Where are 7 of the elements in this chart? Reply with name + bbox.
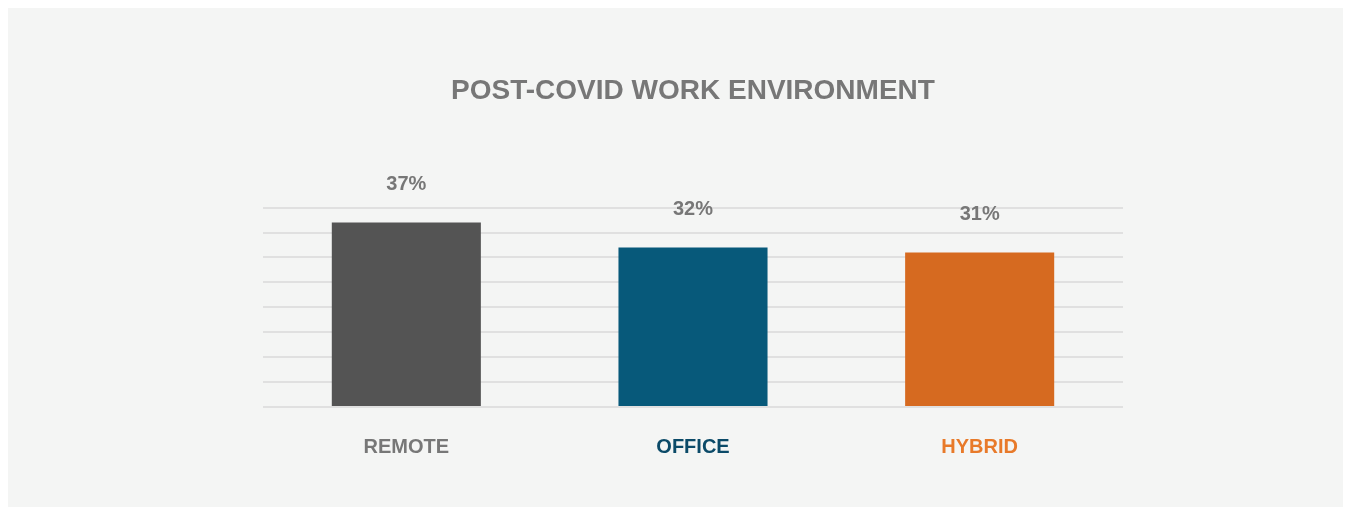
x-tick-label: REMOTE [363, 434, 450, 457]
chart-title: POST-COVID WORK ENVIRONMENT [451, 73, 935, 105]
data-label: 31% [959, 201, 1000, 224]
data-label: 32% [672, 197, 714, 219]
data-label: 37% [386, 172, 427, 195]
x-tick-label: OFFICE [656, 434, 730, 457]
x-tick-label: HYBRID [941, 434, 1018, 457]
